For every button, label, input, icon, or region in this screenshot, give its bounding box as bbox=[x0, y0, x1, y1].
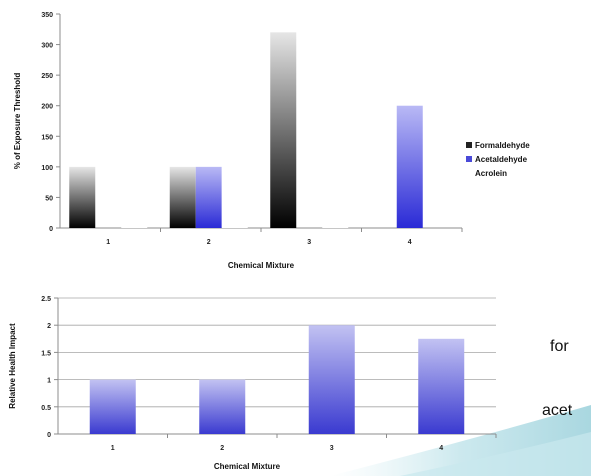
x-tick-label: 3 bbox=[307, 239, 311, 246]
x-tick-label: 2 bbox=[207, 239, 211, 246]
y-axis-title: % of Exposure Threshold bbox=[13, 73, 22, 170]
bar-formaldehyde-1 bbox=[69, 166, 96, 228]
legend-label-formaldehyde: Formaldehyde bbox=[475, 141, 530, 150]
side-text-for: for bbox=[550, 338, 569, 355]
y-tick-label: 0 bbox=[47, 432, 51, 439]
y-tick-label: 350 bbox=[41, 12, 53, 19]
y-tick-label: 2 bbox=[47, 323, 51, 330]
bar-impact-1 bbox=[89, 379, 136, 434]
y-tick-label: 50 bbox=[45, 195, 53, 202]
x-tick-label: 4 bbox=[408, 239, 412, 246]
bar-acrolein-2 bbox=[221, 105, 248, 228]
bar-acrolein-1 bbox=[121, 105, 148, 228]
x-tick-label: 4 bbox=[439, 445, 443, 452]
y-tick-label: 0.5 bbox=[41, 405, 51, 412]
x-tick-label: 3 bbox=[330, 445, 334, 452]
bar-impact-4 bbox=[418, 338, 465, 434]
x-tick-label: 1 bbox=[111, 445, 115, 452]
y-tick-label: 250 bbox=[41, 73, 53, 80]
bar-formaldehyde-2 bbox=[169, 166, 196, 228]
bar-acetaldehyde-2 bbox=[195, 166, 222, 228]
x-axis-title: Chemical Mixture bbox=[228, 261, 295, 270]
y-tick-label: 300 bbox=[41, 43, 53, 50]
y-axis-title: Relative Health Impact bbox=[8, 323, 17, 409]
legend-label-acrolein: Acrolein bbox=[475, 169, 507, 178]
bar-formaldehyde-3 bbox=[270, 32, 297, 228]
y-tick-label: 1.5 bbox=[41, 350, 51, 357]
y-tick-label: 1 bbox=[47, 378, 51, 385]
x-axis-title: Chemical Mixture bbox=[214, 462, 281, 471]
y-tick-label: 200 bbox=[41, 104, 53, 111]
bar-acrolein-3 bbox=[322, 105, 349, 228]
x-tick-label: 1 bbox=[106, 239, 110, 246]
bar-acetaldehyde-4 bbox=[396, 105, 423, 228]
legend-swatch-acetaldehyde bbox=[466, 156, 472, 162]
legend-label-acetaldehyde: Acetaldehyde bbox=[475, 155, 528, 164]
bar-impact-3 bbox=[308, 325, 355, 434]
bar-impact-2 bbox=[199, 379, 246, 434]
side-text-acet: acet bbox=[542, 402, 573, 419]
y-tick-label: 0 bbox=[49, 226, 53, 233]
y-tick-label: 150 bbox=[41, 134, 53, 141]
x-tick-label: 2 bbox=[220, 445, 224, 452]
y-tick-label: 100 bbox=[41, 165, 53, 172]
y-tick-label: 2.5 bbox=[41, 296, 51, 303]
legend-swatch-formaldehyde bbox=[466, 142, 472, 148]
